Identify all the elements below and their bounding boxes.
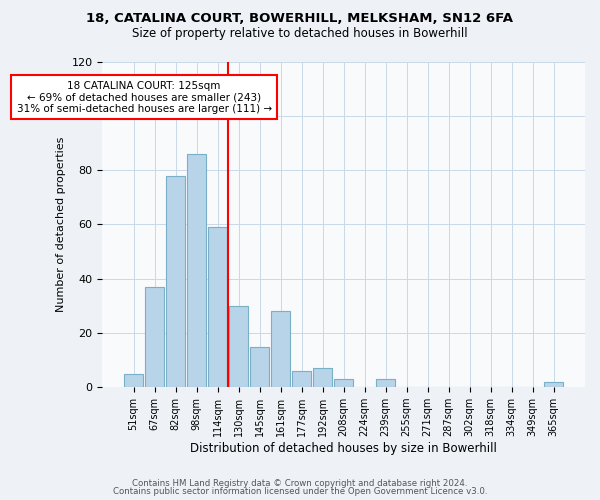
- Bar: [187, 154, 206, 387]
- X-axis label: Distribution of detached houses by size in Bowerhill: Distribution of detached houses by size …: [190, 442, 497, 455]
- Bar: [544, 382, 563, 387]
- Text: Contains HM Land Registry data © Crown copyright and database right 2024.: Contains HM Land Registry data © Crown c…: [132, 478, 468, 488]
- Text: Contains public sector information licensed under the Open Government Licence v3: Contains public sector information licen…: [113, 487, 487, 496]
- Text: 18 CATALINA COURT: 125sqm
← 69% of detached houses are smaller (243)
31% of semi: 18 CATALINA COURT: 125sqm ← 69% of detac…: [17, 80, 272, 114]
- Bar: [271, 311, 290, 387]
- Bar: [313, 368, 332, 387]
- Y-axis label: Number of detached properties: Number of detached properties: [56, 136, 66, 312]
- Bar: [166, 176, 185, 387]
- Text: 18, CATALINA COURT, BOWERHILL, MELKSHAM, SN12 6FA: 18, CATALINA COURT, BOWERHILL, MELKSHAM,…: [86, 12, 514, 26]
- Bar: [376, 379, 395, 387]
- Bar: [292, 371, 311, 387]
- Bar: [145, 287, 164, 387]
- Bar: [124, 374, 143, 387]
- Bar: [334, 379, 353, 387]
- Bar: [208, 227, 227, 387]
- Bar: [250, 346, 269, 387]
- Text: Size of property relative to detached houses in Bowerhill: Size of property relative to detached ho…: [132, 28, 468, 40]
- Bar: [229, 306, 248, 387]
